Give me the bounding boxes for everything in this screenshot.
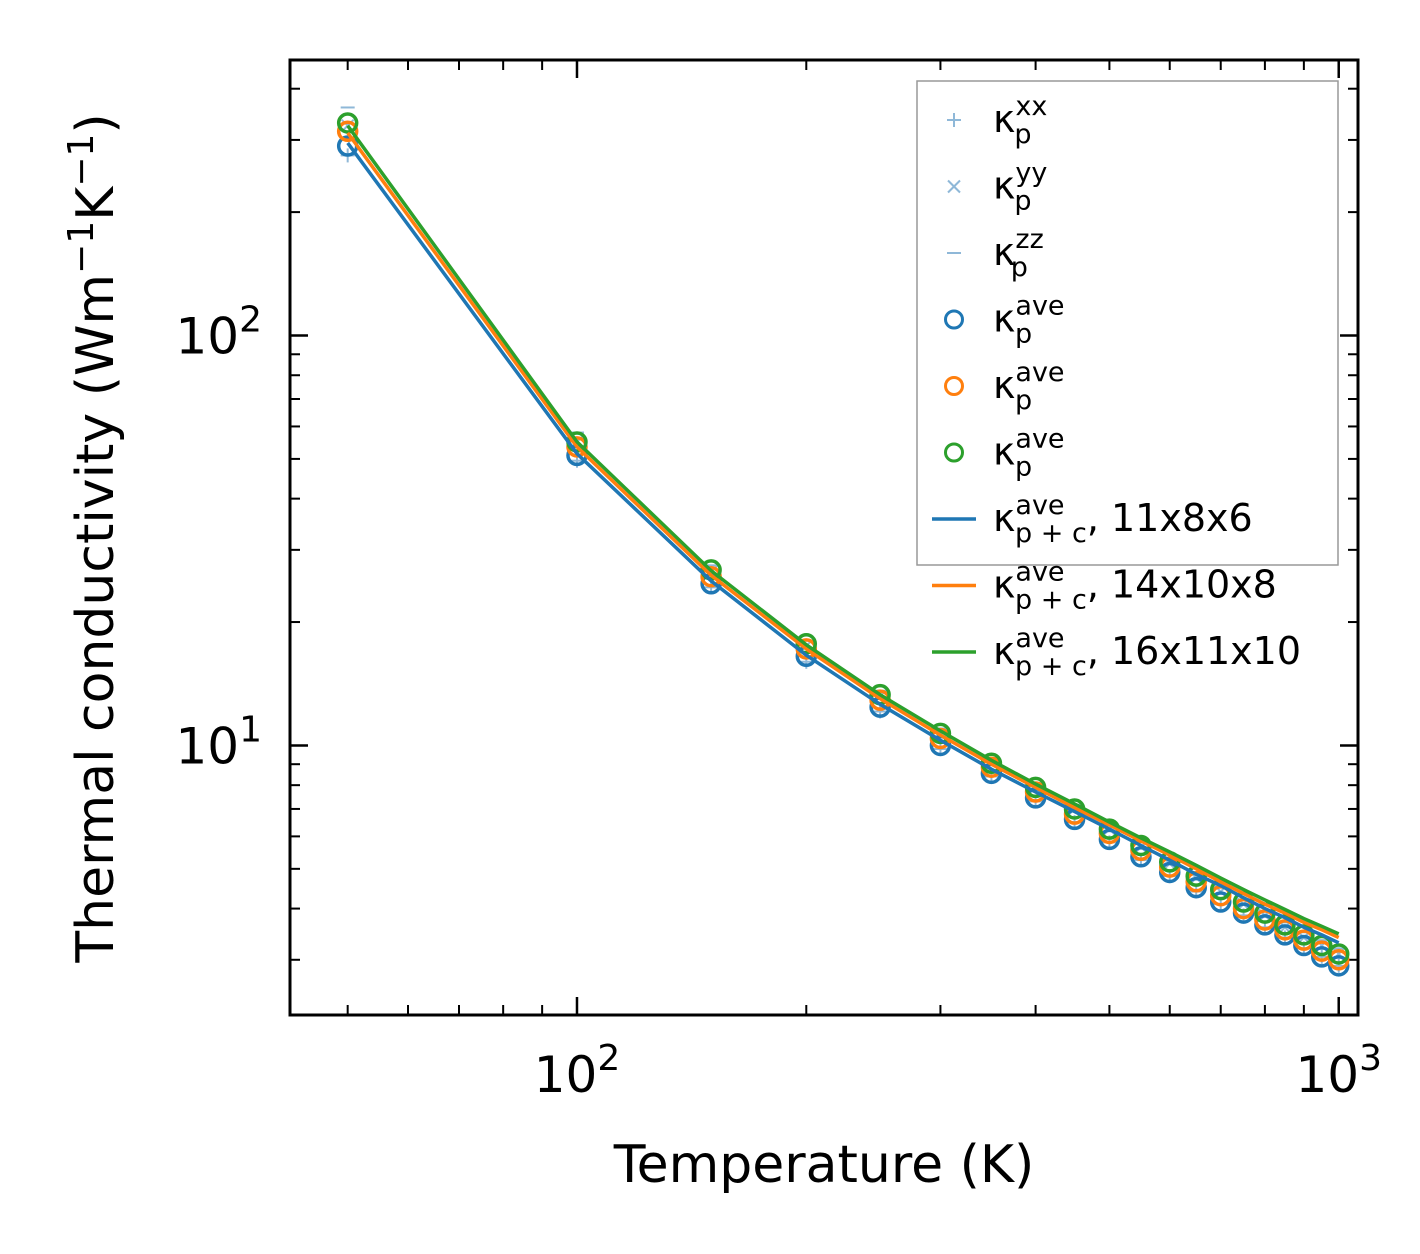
x-axis-label: Temperature (K) (613, 1135, 1035, 1195)
legend-label-sup: ave (1015, 357, 1064, 388)
legend-entry-kpc-11x8x6: κave p + c, 11x8x6 (932, 490, 1253, 549)
y-tick-label-base: 10 (175, 717, 239, 775)
legend-label-sup: zz (1015, 224, 1043, 255)
x-tick-label: 103 (1295, 1038, 1382, 1104)
legend-label: κave p + c, 14x10x8 (993, 557, 1277, 616)
legend-label-kappa: κ (993, 430, 1015, 474)
x-tick-label: 102 (534, 1038, 621, 1104)
legend-label-kappa: κ (993, 563, 1015, 607)
legend-label-kappa: κ (993, 164, 1015, 208)
y-tick-label-exp: 2 (239, 300, 262, 341)
data-point-kpave-16x11x10 (336, 112, 359, 134)
legend-label-kappa: κ (993, 230, 1015, 274)
legend-entry-kpc-14x10x8: κave p + c, 14x10x8 (932, 557, 1277, 616)
data-point-kpave-11x8x6 (1209, 891, 1232, 913)
legend-swatch-circle (944, 442, 964, 463)
legend-label: κave p + c, 11x8x6 (993, 490, 1253, 549)
y-axis-label-main: Thermal conductivity (Wm (66, 274, 126, 964)
legend-label-kappa: κ (993, 496, 1015, 540)
legend-entry-kpave-16x11x10: κave p (944, 424, 1065, 483)
legend-entry-kpyy: κyy p (947, 158, 1047, 217)
plot-frame (288, 58, 1360, 1017)
legend-swatch-cross (947, 179, 961, 194)
y-tick-label: 101 (175, 709, 262, 775)
legend-entry-kpzz: κzz p (947, 224, 1044, 283)
legend-entry-kpxx: κxx p (947, 91, 1047, 150)
legend-swatch-circle (944, 309, 964, 330)
y-axis-label-end: ) (66, 113, 126, 133)
legend-label-sub: p (1015, 385, 1032, 416)
legend-label-sup: ave (1015, 490, 1064, 521)
y-axis-label-mid: K (66, 185, 126, 221)
series-kpc-14x10x8 (346, 131, 1340, 940)
y-tick-label-base: 10 (175, 308, 239, 366)
legend-label-sup: xx (1015, 91, 1047, 122)
x-tick-label-base: 10 (534, 1046, 598, 1104)
data-point-kpave-14x10x8 (336, 120, 359, 142)
x-tick-label-exp: 3 (1359, 1038, 1382, 1079)
legend-label-sub: p (1014, 119, 1031, 150)
legend-label: κave p (993, 424, 1065, 483)
legend-label-suffix: , 14x10x8 (1087, 563, 1277, 607)
legend-swatch-circle (944, 376, 964, 396)
legend-label: κyy p (993, 158, 1047, 217)
series-kpc-16x11x10 (346, 124, 1340, 936)
legend-label-suffix: , 16x11x10 (1087, 629, 1301, 673)
cross-b (947, 179, 961, 194)
y-axis-label-exp2: −1 (61, 134, 102, 187)
y-tick-label: 102 (175, 300, 262, 366)
legend-label-sup: ave (1015, 291, 1064, 322)
legend-label-kappa: κ (993, 629, 1015, 673)
legend-label: κxx p (993, 91, 1047, 150)
legend-box (916, 80, 1339, 566)
legend-label: κzz p (993, 224, 1044, 283)
series-line-kpc-11x8x6 (346, 141, 1340, 945)
legend-entry-kpave-11x8x6: κave p (944, 291, 1065, 350)
series-line-kpc-14x10x8 (346, 131, 1340, 940)
legend-label-kappa: κ (993, 97, 1015, 141)
legend-entry-kpave-14x10x8: κave p (944, 357, 1065, 416)
legend-label-sup: yy (1015, 158, 1047, 189)
y-tick-label-exp: 1 (239, 709, 262, 750)
legend-label-sub: p (1011, 252, 1028, 283)
legend-label-sup: ave (1015, 623, 1064, 654)
legend-label-sub: p (1014, 186, 1031, 217)
legend-swatch-plus (947, 113, 961, 127)
legend-label-sup: ave (1015, 424, 1064, 455)
series-line-kpc-16x11x10 (346, 124, 1340, 936)
legend-label-sub: p (1015, 452, 1032, 483)
legend-label: κave p (993, 357, 1065, 416)
data-point-kpave-14x10x8 (1254, 909, 1276, 931)
legend-label-sub: p + c (1015, 518, 1087, 549)
series-kpc-11x8x6 (346, 141, 1340, 945)
y-axis-label: Thermal conductivity (Wm−1K−1) (61, 113, 126, 963)
legend-label-kappa: κ (993, 297, 1015, 341)
data-point-kpave-16x11x10 (1327, 943, 1350, 965)
data-point-kpave-11x8x6 (1130, 846, 1152, 868)
data-point-kpave-11x8x6 (1327, 955, 1350, 977)
legend-label-sub: p + c (1015, 651, 1087, 682)
legend-label-sub: p + c (1015, 585, 1087, 616)
legend-label-kappa: κ (993, 363, 1015, 407)
x-tick-label-base: 10 (1295, 1046, 1359, 1104)
marks-layer (336, 106, 1350, 977)
legend-entry-kpc-16x11x10: κave p + c, 16x11x10 (932, 623, 1301, 682)
y-axis-label-exp1: −1 (61, 221, 102, 274)
legend-label: κave p (993, 291, 1065, 350)
legend-label: κave p + c, 16x11x10 (993, 623, 1301, 682)
legend-label-sub: p (1015, 319, 1032, 350)
legend-label-sup: ave (1015, 557, 1064, 588)
x-tick-label-exp: 2 (597, 1038, 620, 1079)
legend-label-suffix: , 11x8x6 (1087, 496, 1253, 540)
